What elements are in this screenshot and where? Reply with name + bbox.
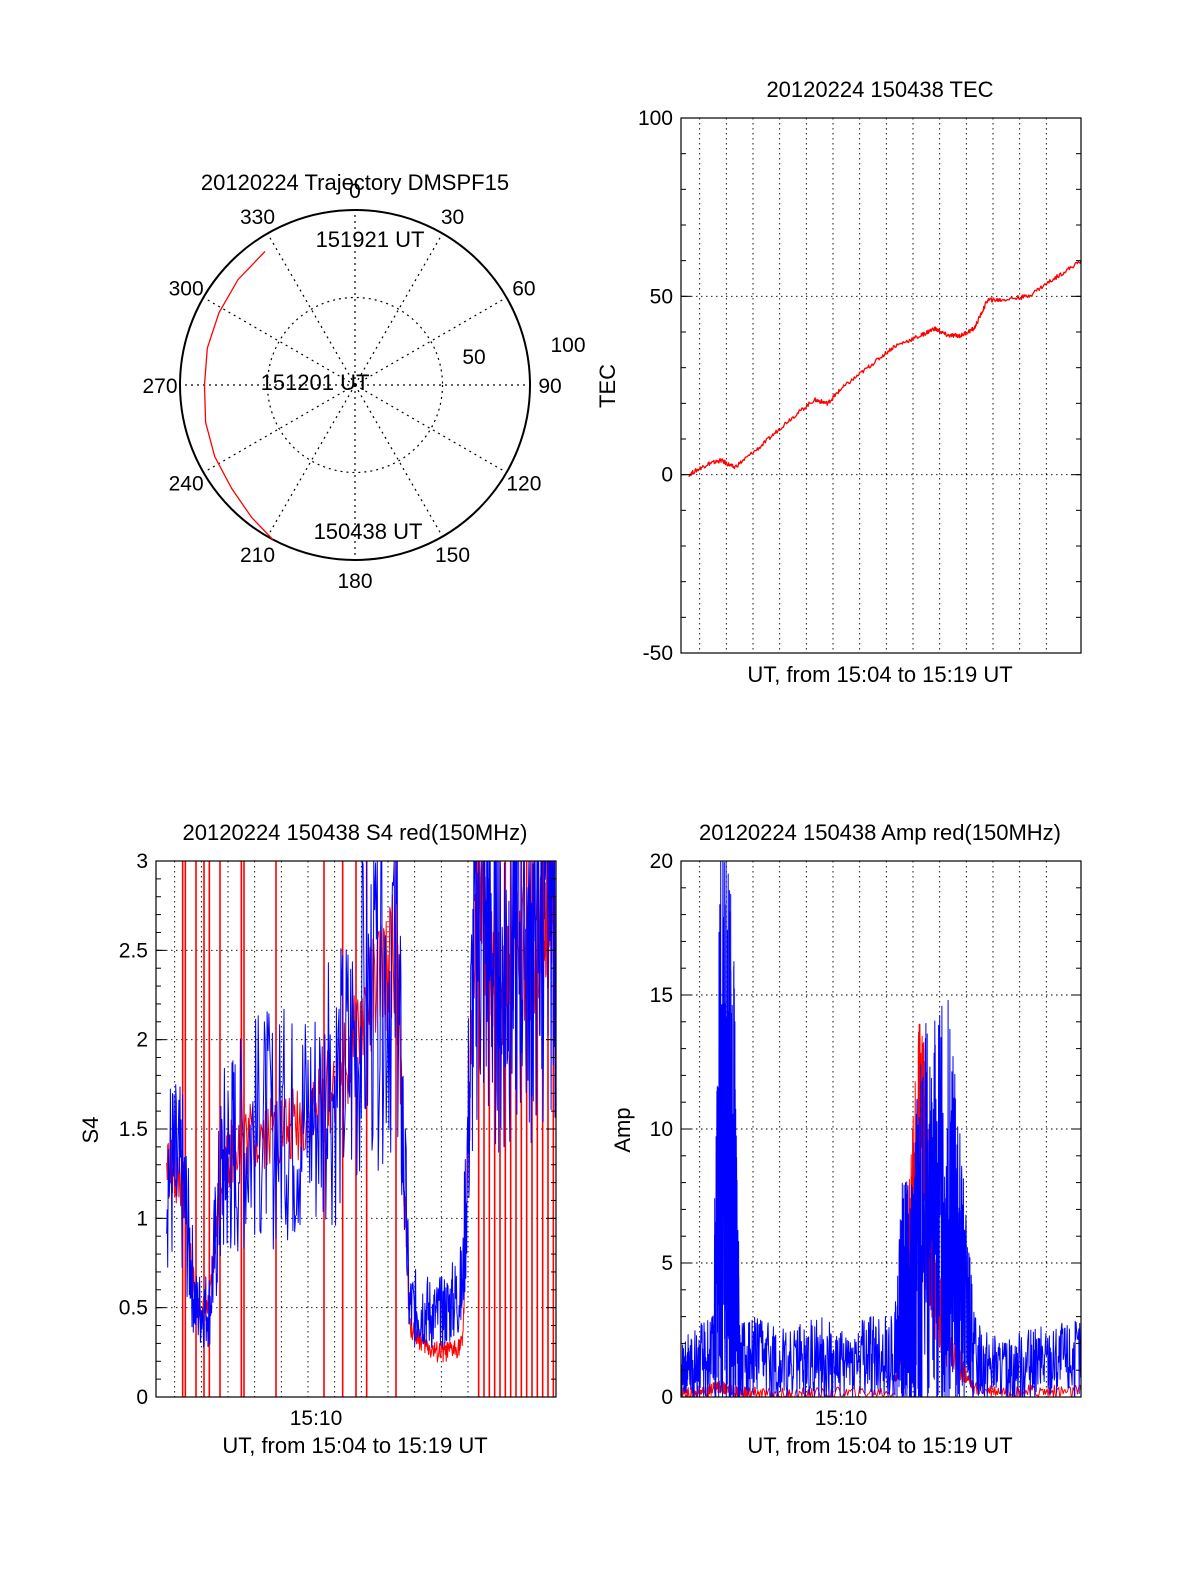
polar-angle-tick-label: 180 <box>337 570 372 593</box>
polar-angle-tick-label: 270 <box>142 375 177 398</box>
s4-y-tick-label: 2 <box>136 1029 148 1052</box>
tec-y-tick-label: 0 <box>661 464 673 487</box>
trajectory-annotation: 151201 UT <box>261 370 370 395</box>
polar-grid-spoke <box>354 384 507 474</box>
tec-frame <box>680 117 1082 654</box>
polar-grid-spoke <box>266 384 356 537</box>
amp-series-line <box>680 860 1082 1398</box>
trajectory-annotations: 151921 UT 151201 UT 150438 UT <box>261 227 425 544</box>
s4-x-label: UT, from 15:04 to 15:19 UT <box>222 1433 487 1458</box>
s4-x-tick-label: 15:10 <box>290 1407 343 1430</box>
polar-outer-circle <box>179 209 531 561</box>
amp-series <box>680 860 1082 1398</box>
amp-y-label: Amp <box>610 1107 635 1152</box>
polar-radial-tick-label: 100 <box>550 334 585 357</box>
polar-grid-spoke <box>203 384 356 474</box>
polar-grid-spoke <box>203 296 356 386</box>
tec-series-line <box>688 260 1082 477</box>
polar-grid <box>180 210 530 560</box>
polar-grid-spoke <box>266 233 356 386</box>
polar-grid-circle <box>266 296 444 474</box>
amp-y-tick-label: 0 <box>661 1386 673 1409</box>
polar-angle-tick-label: 300 <box>169 278 204 301</box>
amp-x-tick-label: 15:10 <box>815 1407 868 1430</box>
s4-y-tick-label: 2.5 <box>119 939 148 962</box>
polar-grid-spoke <box>354 296 507 386</box>
polar-angle-tick-label: 120 <box>506 473 541 496</box>
polar-angle-tick-label: 30 <box>441 206 464 229</box>
tec-y-tick-label: 50 <box>650 285 673 308</box>
s4-y-tick-label: 3 <box>136 850 148 873</box>
amp-y-tick-label: 10 <box>650 1118 673 1141</box>
polar-angle-tick-label: 330 <box>240 206 275 229</box>
s4-y-label: S4 <box>78 1117 103 1144</box>
amp-chart: 20120224 150438 Amp red(150MHz) 0 5 10 15 20… <box>610 820 1082 1458</box>
trajectory-line <box>203 251 274 540</box>
polar-angle-tick-label: 210 <box>240 544 275 567</box>
s4-title: 20120224 150438 S4 red(150MHz) <box>183 820 528 845</box>
polar-title: 20120224 Trajectory DMSPF15 <box>201 170 509 195</box>
tec-y-ticks: -50 0 50 100 <box>638 107 1081 665</box>
s4-y-ticks: 0 0.5 1 1.5 2 2.5 3 <box>119 850 556 1409</box>
amp-y-ticks: 0 5 10 15 20 <box>650 850 1081 1409</box>
s4-series <box>166 860 557 1397</box>
tec-chart: 20120224 150438 TEC -50 0 50 100 UT, from 1… <box>595 77 1082 687</box>
polar-angle-tick-label: 90 <box>538 375 561 398</box>
polar-angle-ticks: 0 30 60 90 120 150 180 210 240 270 300 330 <box>142 180 561 593</box>
amp-y-tick-label: 15 <box>650 984 673 1007</box>
trajectory-annotation: 151921 UT <box>316 227 425 252</box>
tec-y-label: TEC <box>595 364 620 408</box>
tec-series <box>688 260 1082 477</box>
polar-chart: 20120224 Trajectory DMSPF15 0 30 60 90 120 15… <box>142 170 585 593</box>
polar-radial-tick-label: 50 <box>462 346 485 369</box>
s4-chart: 20120224 150438 S4 red(150MHz) 0 0.5 1 1.5 2… <box>78 820 557 1458</box>
tec-grid <box>681 117 1081 654</box>
s4-y-tick-label: 1 <box>136 1207 148 1230</box>
s4-x-ticks: 15:10 <box>290 1407 343 1430</box>
tec-y-tick-label: -50 <box>643 642 673 665</box>
s4-series-line <box>166 860 557 1348</box>
tec-x-label: UT, from 15:04 to 15:19 UT <box>747 662 1012 687</box>
s4-y-tick-label: 1.5 <box>119 1118 148 1141</box>
s4-y-tick-label: 0.5 <box>119 1297 148 1320</box>
trajectory-series <box>203 251 274 540</box>
amp-y-tick-label: 5 <box>661 1252 673 1275</box>
tec-y-tick-label: 100 <box>638 107 673 130</box>
polar-angle-tick-label: 0 <box>349 180 361 203</box>
amp-title: 20120224 150438 Amp red(150MHz) <box>699 820 1061 845</box>
polar-angle-tick-label: 150 <box>435 544 470 567</box>
amp-x-label: UT, from 15:04 to 15:19 UT <box>747 1433 1012 1458</box>
polar-angle-tick-label: 60 <box>512 278 535 301</box>
amp-x-ticks: 15:10 <box>815 1407 868 1430</box>
polar-radial-ticks: 50 100 <box>462 334 585 369</box>
amp-y-tick-label: 20 <box>650 850 673 873</box>
trajectory-annotation: 150438 UT <box>314 519 423 544</box>
amp-grid <box>681 860 1081 1398</box>
polar-angle-tick-label: 240 <box>169 473 204 496</box>
polar-grid-spoke <box>354 384 444 537</box>
polar-grid-spoke <box>354 233 444 386</box>
s4-y-tick-label: 0 <box>136 1386 148 1409</box>
tec-title: 20120224 150438 TEC <box>766 77 993 102</box>
